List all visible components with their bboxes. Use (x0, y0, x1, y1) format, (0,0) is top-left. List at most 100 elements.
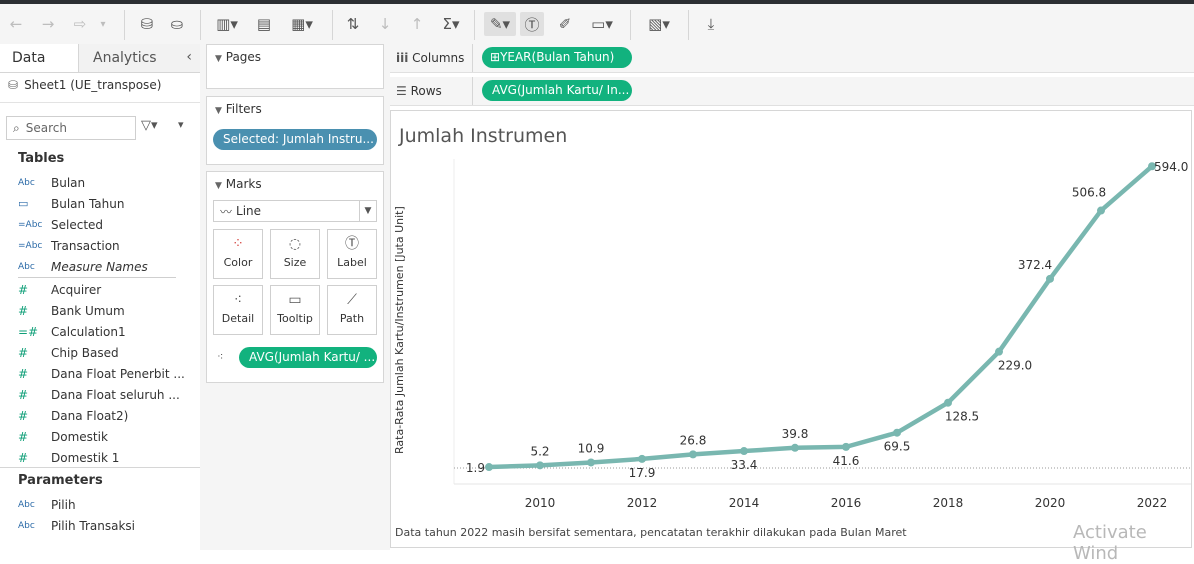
path-label: Path (328, 312, 376, 325)
detail-button[interactable]: ⁖ Detail (213, 285, 263, 335)
tooltip-button[interactable]: ▭ Tooltip (270, 285, 320, 335)
datasource-divider (0, 102, 200, 103)
search-input[interactable]: ⌕ Search (6, 116, 136, 140)
field-label: Calculation1 (51, 325, 126, 339)
pages-card-title: ▼ Pages (215, 50, 261, 64)
number-type-icon: # (18, 430, 51, 444)
field-domestik-1[interactable]: # Domestik 1 (18, 447, 196, 468)
field-label: Acquirer (51, 283, 101, 297)
path-icon: ⟋ (328, 286, 376, 312)
clear-sheet-icon[interactable]: ▦▾ (286, 12, 318, 36)
pane-menu-icon[interactable]: ▾ (178, 118, 184, 131)
fit-view-icon[interactable]: ▭▾ (586, 12, 618, 36)
field-domestik[interactable]: # Domestik (18, 426, 196, 447)
redo-icon[interactable]: → (38, 12, 58, 36)
highlight-icon[interactable]: ✎▾ (484, 12, 516, 36)
calc-string-type-icon: =Abc (18, 241, 51, 251)
tab-analytics[interactable]: Analytics (78, 44, 200, 72)
new-datasource-icon[interactable]: ⛁ (136, 12, 158, 36)
download-icon[interactable]: ⤓ (700, 12, 722, 36)
calendar-icon: ▭ (18, 197, 51, 210)
pause-updates-icon[interactable]: ⛀ (166, 12, 188, 36)
data-label: 33.4 (731, 458, 758, 472)
replay-icon[interactable]: ⇨ (70, 12, 90, 36)
cards-column: ▼ Pages ▼ Filters Selected: Jumlah Instr… (200, 44, 390, 550)
toolbar-separator (630, 10, 631, 40)
number-type-icon: # (18, 346, 51, 360)
field-transaction[interactable]: =Abc Transaction (18, 235, 196, 256)
field-dana-float-seluruh[interactable]: # Dana Float seluruh ... (18, 384, 196, 405)
detail-icon: ⁖ (214, 286, 262, 312)
replay-dropdown-icon[interactable]: ▾ (96, 12, 110, 36)
data-point (740, 447, 748, 455)
datasource[interactable]: ⛁ Sheet1 (UE_transpose) (8, 78, 161, 92)
x-tick-label: 2012 (627, 496, 658, 510)
field-bulan-tahun[interactable]: ▭ Bulan Tahun (18, 193, 196, 214)
totals-icon[interactable]: Σ▾ (438, 12, 464, 36)
tooltip-icon: ▭ (271, 286, 319, 312)
duplicate-sheet-icon[interactable]: ▤ (252, 12, 276, 36)
new-worksheet-icon[interactable]: ▥▾ (212, 12, 242, 36)
parameter-pilih-transaksi[interactable]: Abc Pilih Transaksi (18, 515, 196, 536)
sort-ascending-icon[interactable]: ↓ (374, 12, 396, 36)
toolbar: ← → ⇨ ▾ ⛁ ⛀ ▥▾ ▤ ▦▾ ⇅ ↓ ↑ Σ▾ ✎▾ Ⓣ ✐ ▭▾ ▧… (0, 4, 1194, 45)
toolbar-separator (332, 10, 333, 40)
field-calculation1[interactable]: =# Calculation1 (18, 321, 196, 342)
marks-measure-pill[interactable]: AVG(Jumlah Kartu/ ... (239, 347, 377, 368)
label-button[interactable]: Ⓣ Label (327, 229, 377, 279)
data-label: 17.9 (629, 466, 656, 480)
tab-data[interactable]: Data (0, 44, 78, 72)
x-tick-label: 2014 (729, 496, 760, 510)
chevron-down-icon: ▼ (359, 201, 376, 221)
field-selected[interactable]: =Abc Selected (18, 214, 196, 235)
pages-title: Pages (226, 50, 261, 64)
mark-type-dropdown[interactable]: 〰 Line ▼ (213, 200, 377, 222)
data-label: 69.5 (884, 440, 911, 454)
columns-pill[interactable]: ⊞YEAR(Bulan Tahun) (482, 47, 632, 68)
data-label: 1.9 (466, 461, 485, 475)
rows-pill[interactable]: AVG(Jumlah Kartu/ In... (482, 80, 632, 101)
show-labels-icon[interactable]: Ⓣ (520, 12, 544, 36)
line-chart[interactable]: 1.9 5.2 10.9 17.9 26.8 33.4 39.8 41.6 69.5 128.5 2… (391, 111, 1191, 521)
x-tick-label: 2022 (1137, 496, 1168, 510)
parameter-pilih[interactable]: Abc Pilih (18, 494, 196, 515)
size-icon: ◌ (271, 230, 319, 256)
parameters-header: Parameters (18, 473, 103, 488)
x-tick-label: 2016 (831, 496, 862, 510)
number-type-icon: # (18, 283, 51, 297)
parameters-divider (0, 467, 200, 468)
sort-descending-icon[interactable]: ↑ (406, 12, 428, 36)
size-button[interactable]: ◌ Size (270, 229, 320, 279)
field-acquirer[interactable]: # Acquirer (18, 279, 196, 300)
filter-icon[interactable]: ▽▾ (141, 118, 158, 133)
swap-rows-columns-icon[interactable]: ⇅ (342, 12, 364, 36)
field-bulan[interactable]: Abc Bulan (18, 172, 196, 193)
field-label: Bank Umum (51, 304, 125, 318)
field-dana-float-penerbit[interactable]: # Dana Float Penerbit ... (18, 363, 196, 384)
pages-card[interactable]: ▼ Pages (206, 44, 384, 89)
data-point (893, 429, 901, 437)
undo-icon[interactable]: ← (6, 12, 26, 36)
string-type-icon: Abc (18, 178, 51, 188)
path-button[interactable]: ⟋ Path (327, 285, 377, 335)
toolbar-separator (474, 10, 475, 40)
field-chip-based[interactable]: # Chip Based (18, 342, 196, 363)
data-label: 229.0 (998, 359, 1032, 373)
size-label: Size (271, 256, 319, 269)
field-label: Dana Float2) (51, 409, 128, 423)
worksheet-view: Jumlah Instrumen Rata-Rata Jumlah Kartu/… (390, 110, 1192, 548)
field-measure-names[interactable]: Abc Measure Names (18, 256, 196, 277)
field-label: Dana Float Penerbit ... (51, 367, 185, 381)
tables-header: Tables (18, 151, 64, 166)
data-point (587, 458, 595, 466)
show-me-icon[interactable]: ▧▾ (642, 12, 676, 36)
color-label: Color (214, 256, 262, 269)
field-bank-umum[interactable]: # Bank Umum (18, 300, 196, 321)
field-dana-float2[interactable]: # Dana Float2) (18, 405, 196, 426)
datasource-icon: ⛁ (8, 78, 18, 92)
filter-pill[interactable]: Selected: Jumlah Instru... (213, 129, 377, 150)
data-label: 10.9 (578, 441, 605, 455)
collapse-pane-icon[interactable]: ‹ (186, 49, 192, 65)
format-workbook-icon[interactable]: ✐ (554, 12, 576, 36)
color-button[interactable]: ⁘ Color (213, 229, 263, 279)
